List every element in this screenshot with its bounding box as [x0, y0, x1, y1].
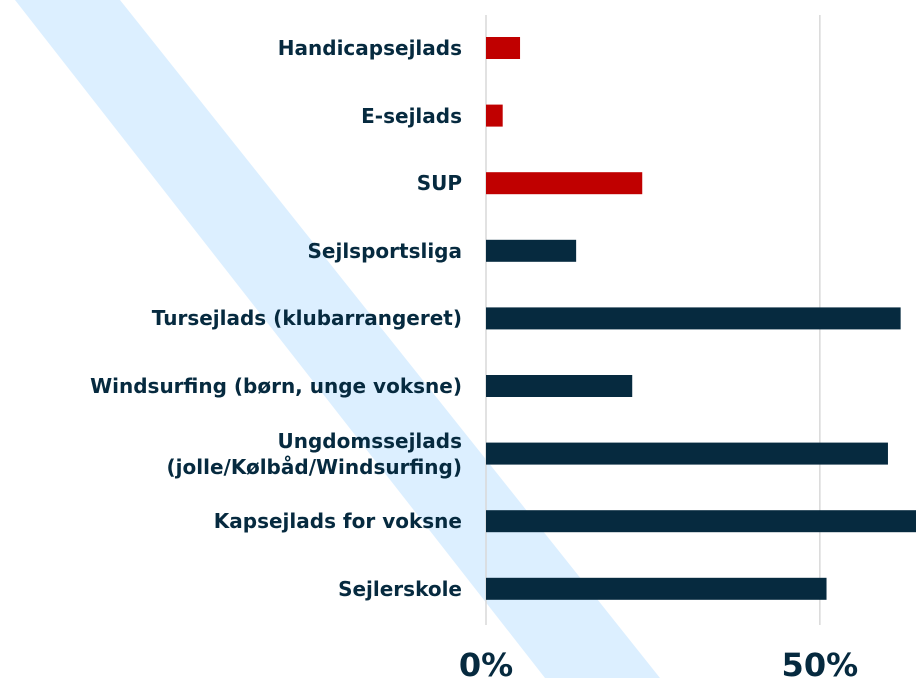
y-tick-label: Tursejlads (klubarrangeret) [151, 306, 462, 331]
y-tick-label: Sejlerskole [338, 576, 462, 601]
bar [486, 375, 633, 397]
x-tick-label: 50% [781, 646, 859, 684]
bar [486, 442, 888, 465]
y-tick-label: Handicapsejlads [277, 36, 462, 60]
y-tick-label: Ungdomssejlads (jolle/Kølbåd/Windsurfing… [166, 428, 463, 479]
bar [486, 577, 827, 600]
bar [486, 239, 577, 262]
y-tick-label: E-sejlads [361, 103, 462, 128]
bar [486, 37, 521, 59]
bar [486, 172, 643, 195]
y-tick-label: Sejlsportsliga [307, 238, 463, 263]
bar [486, 510, 916, 533]
bar [486, 307, 901, 330]
background-stripe [15, 0, 660, 678]
y-tick-label: Windsurfing (børn, unge voksne) [90, 374, 462, 398]
bar [486, 104, 503, 127]
y-tick-label: Kapsejlads for voksne [213, 509, 462, 534]
y-tick-label: SUP [416, 171, 462, 196]
x-tick-label: 0% [458, 646, 514, 684]
